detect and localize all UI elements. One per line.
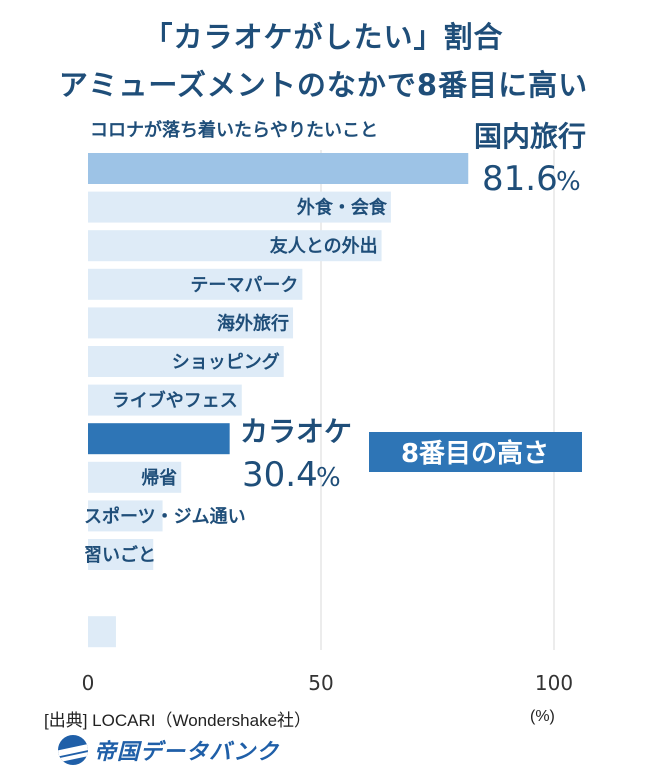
source-note: [出典] LOCARI（Wondershake社） bbox=[44, 711, 312, 730]
highlight-name-0: 国内旅行 bbox=[474, 120, 586, 153]
bar-6 bbox=[88, 384, 242, 416]
bar-10 bbox=[88, 539, 154, 570]
highlight-name-7: カラオケ bbox=[240, 415, 352, 448]
logo-text: 帝国データバンク bbox=[94, 740, 280, 765]
bar-2 bbox=[88, 230, 382, 262]
bar-5 bbox=[88, 346, 284, 377]
category-label-10: 習いごと bbox=[84, 544, 156, 566]
category-label-4: 海外旅行 bbox=[217, 312, 289, 334]
x-axis-unit: (%) bbox=[530, 708, 555, 725]
company-logo: 帝国データバンク bbox=[58, 732, 279, 768]
badge-text: 8番目の高さ bbox=[401, 438, 549, 469]
category-label-1: 外食・会食 bbox=[297, 197, 388, 219]
bar-8 bbox=[88, 461, 182, 493]
bar-chart: コロナが落ち着いたらやりたいこと外食・会食友人との外出テーマパーク海外旅行ショッ… bbox=[82, 119, 586, 695]
badge-box bbox=[369, 432, 582, 472]
x-tick-100: 100 bbox=[535, 671, 573, 695]
bar-3 bbox=[88, 268, 303, 300]
chart-title-line2: アミューズメントのなかで8番目に高い bbox=[58, 68, 589, 102]
highlight-value-0: 81.6 bbox=[482, 159, 558, 199]
bar-9 bbox=[88, 500, 163, 532]
bar-12 bbox=[88, 616, 116, 648]
category-label-3: テーマパーク bbox=[190, 275, 298, 296]
category-label-5: ショッピング bbox=[172, 351, 280, 373]
bar-4 bbox=[88, 307, 294, 339]
bar-7 bbox=[88, 423, 230, 455]
highlight-unit-7: % bbox=[316, 463, 341, 493]
x-tick-0: 0 bbox=[82, 671, 95, 695]
category-label-8: 帰省 bbox=[141, 467, 177, 489]
category-label-9: スポーツ・ジム通い bbox=[84, 505, 246, 527]
category-label-2: 友人との外出 bbox=[270, 235, 378, 257]
highlight-unit-0: % bbox=[556, 167, 581, 197]
logo-mark-icon bbox=[58, 735, 88, 765]
category-label-6: ライブやフェス bbox=[112, 390, 238, 412]
highlight-value-7: 30.4 bbox=[242, 455, 318, 495]
chart-title-line1: 「カラオケがしたい」割合 bbox=[143, 20, 504, 54]
bar-1 bbox=[88, 191, 391, 223]
x-tick-50: 50 bbox=[308, 671, 333, 695]
bar-0 bbox=[88, 153, 469, 184]
chart-subtitle: コロナが落ち着いたらやりたいこと bbox=[90, 119, 378, 141]
